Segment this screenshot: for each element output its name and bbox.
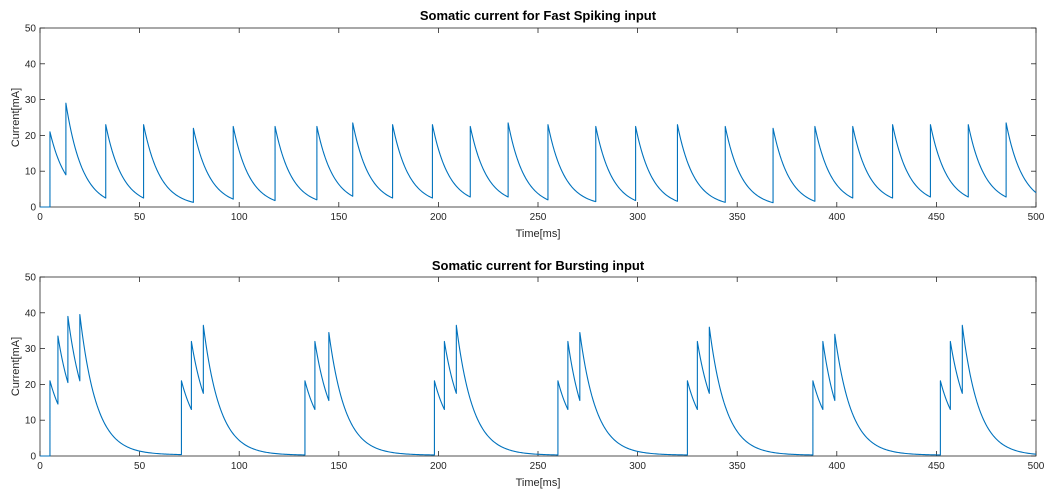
y-tick-label: 50 [25,24,37,35]
x-tick-label: 150 [330,461,347,472]
x-tick-label: 50 [134,461,146,472]
bottom-x-axis-label: Time[ms] [516,477,561,489]
top-current-trace [40,102,1037,208]
x-tick-label: 400 [828,461,845,472]
bottom-y-axis-label: Current[mA] [10,337,22,396]
x-tick-label: 100 [231,212,248,223]
top-y-axis-label: Current[mA] [10,88,22,147]
x-tick-label: 500 [1028,212,1045,223]
x-tick-label: 250 [530,212,547,223]
x-tick-label: 0 [37,461,43,472]
top-x-axis-label: Time[ms] [516,228,561,240]
top-chart-title: Somatic current for Fast Spiking input [420,8,657,23]
y-tick-label: 0 [30,452,36,463]
y-tick-label: 0 [30,203,36,214]
x-tick-label: 350 [729,212,746,223]
x-tick-label: 100 [231,461,248,472]
y-tick-label: 10 [25,167,37,178]
y-tick-label: 20 [25,131,37,142]
bottom-plot-area [39,276,1037,457]
y-tick-label: 40 [25,59,37,70]
bottom-axis-ticks: 0 50 100 150 200 250 300 350 400 450 500 0 10 20 30 40 5… [25,273,1045,473]
y-tick-label: 30 [25,95,37,106]
x-tick-label: 300 [629,212,646,223]
y-tick-label: 30 [25,344,37,355]
top-plot-area [39,27,1037,208]
x-tick-label: 500 [1028,461,1045,472]
top-axis-ticks: 0 50 100 150 200 250 300 350 400 450 500 0 10 20 30 40 5… [25,24,1045,224]
x-tick-label: 0 [37,212,43,223]
y-tick-label: 50 [25,273,37,284]
x-tick-label: 300 [629,461,646,472]
x-tick-label: 200 [430,461,447,472]
bursting-axes: Somatic current for Bursting input 0 50 10… [10,258,1045,489]
x-tick-label: 200 [430,212,447,223]
x-tick-label: 450 [928,212,945,223]
x-tick-label: 250 [530,461,547,472]
x-tick-label: 400 [828,212,845,223]
y-tick-label: 10 [25,416,37,427]
bottom-current-trace [40,314,1037,457]
y-tick-label: 40 [25,308,37,319]
fast-spiking-axes: Somatic current for Fast Spiking input 0… [10,8,1045,240]
x-tick-label: 350 [729,461,746,472]
x-tick-label: 450 [928,461,945,472]
y-tick-label: 20 [25,380,37,391]
x-tick-label: 150 [330,212,347,223]
x-tick-label: 50 [134,212,146,223]
bottom-chart-title: Somatic current for Bursting input [432,258,645,273]
